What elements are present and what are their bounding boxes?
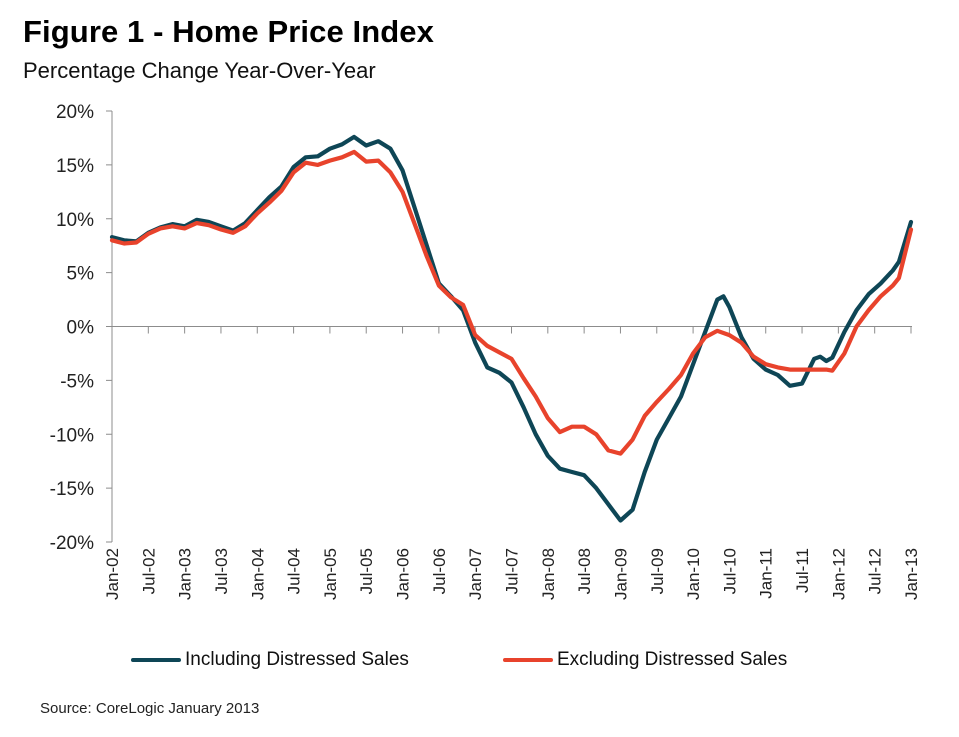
x-tick-label: Jul-06: [430, 548, 449, 594]
x-tick-label: Jan-11: [757, 548, 776, 599]
y-tick-label: 10%: [56, 210, 94, 231]
x-tick-label: Jul-12: [866, 548, 885, 594]
x-tick-label: Jan-07: [466, 548, 485, 600]
x-tick-label: Jan-10: [684, 548, 703, 600]
x-tick-label: Jan-05: [321, 548, 340, 600]
x-tick-label: Jul-03: [212, 548, 231, 594]
x-tick-label: Jul-02: [139, 548, 158, 594]
y-tick-label: -5%: [60, 371, 94, 392]
x-tick-label: Jul-11: [793, 548, 812, 593]
legend-swatch-including: [131, 658, 181, 662]
y-tick-label: -15%: [50, 479, 94, 500]
x-tick-label: Jan-04: [248, 548, 267, 600]
y-tick-label: 5%: [67, 264, 95, 285]
axes: [106, 110, 912, 543]
x-tick-label: Jul-05: [357, 548, 376, 594]
x-tick-label: Jul-09: [648, 548, 667, 594]
chart-subtitle: Percentage Change Year-Over-Year: [23, 58, 376, 83]
x-tick-label: Jan-09: [611, 548, 630, 600]
source-note: Source: CoreLogic January 2013: [40, 700, 260, 717]
legend-item-excluding: Excluding Distressed Sales: [503, 649, 787, 671]
x-tick-label: Jul-10: [720, 548, 739, 594]
y-tick-label: 0%: [67, 318, 95, 339]
y-tick-label: -10%: [50, 425, 94, 446]
x-tick-label: Jul-04: [285, 548, 304, 594]
x-tick-label: Jan-02: [103, 548, 122, 600]
x-tick-labels: Jan-02 Jul-02 Jan-03 Jul-03 Jan-04 Jul-04 Jan-…: [103, 548, 921, 600]
chart-title: Figure 1 - Home Price Index: [23, 14, 434, 49]
x-tick-label: Jan-12: [829, 548, 848, 600]
x-tick-label: Jul-08: [575, 548, 594, 594]
legend-label-excluding: Excluding Distressed Sales: [557, 649, 788, 670]
series-line-excluding-distressed: [109, 149, 914, 456]
legend-swatch-excluding: [503, 658, 553, 662]
y-tick-labels: 20% 15% 10% 5% 0% -5% -10% -15% -20%: [50, 102, 94, 554]
series-lines: [109, 134, 914, 523]
legend-item-including: Including Distressed Sales: [131, 649, 409, 671]
x-tick-label: Jan-03: [176, 548, 195, 600]
y-tick-label: 20%: [56, 102, 94, 123]
y-tick-label: 15%: [56, 156, 94, 177]
y-tick-label: -20%: [50, 533, 94, 554]
x-tick-label: Jan-06: [394, 548, 413, 600]
legend: Including Distressed Sales Excluding Dis…: [0, 649, 959, 679]
x-tick-label: Jul-07: [503, 548, 522, 594]
x-tick-label: Jan-13: [902, 548, 921, 600]
x-tick-label: Jan-08: [539, 548, 558, 600]
series-line-including-distressed: [109, 134, 914, 523]
legend-label-including: Including Distressed Sales: [185, 649, 409, 670]
